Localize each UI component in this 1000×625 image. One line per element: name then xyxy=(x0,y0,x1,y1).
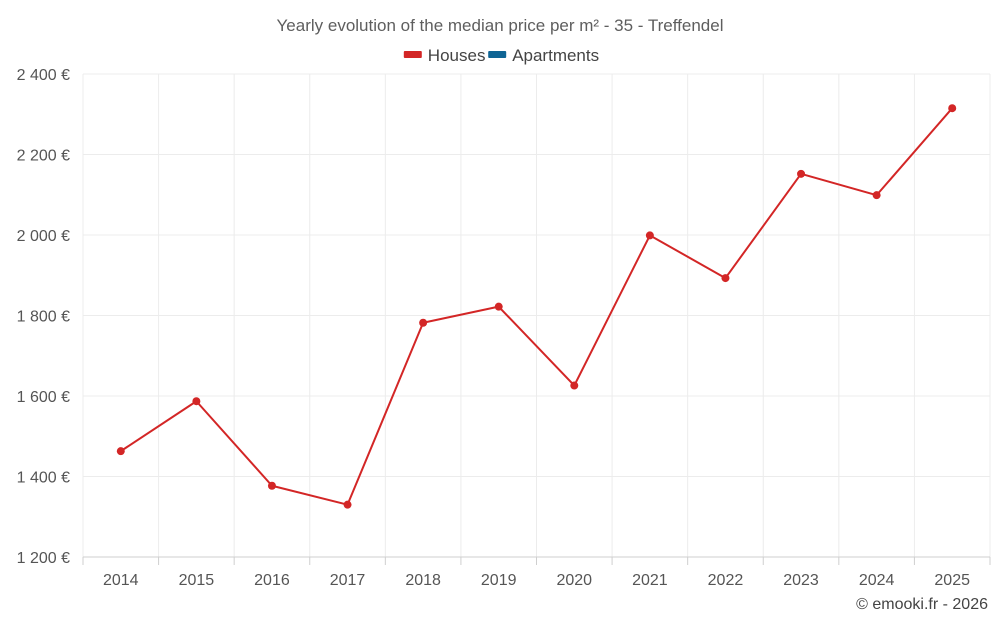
y-tick-label: 1 800 € xyxy=(17,309,70,326)
legend-label: Apartments xyxy=(512,46,599,65)
x-tick-label: 2021 xyxy=(632,572,668,589)
x-tick-label: 2024 xyxy=(859,572,895,589)
y-tick-label: 2 000 € xyxy=(17,228,70,245)
legend-item-apartments[interactable]: Apartments xyxy=(488,46,599,65)
x-axis: 2014 2015 2016 2017 2018 2019 2020 2021 2022 2023… xyxy=(82,556,991,589)
x-tick-label: 2014 xyxy=(103,572,139,589)
y-axis: 1 200 € 1 400 € 1 600 € 1 800 € 2 000 € 2 200… xyxy=(17,67,70,567)
x-tick-label: 2025 xyxy=(934,572,970,589)
data-point-houses-2024[interactable] xyxy=(872,191,881,200)
grid xyxy=(82,73,991,557)
data-point-houses-2020[interactable] xyxy=(570,381,579,390)
y-tick-label: 2 200 € xyxy=(17,148,70,165)
chart-title: Yearly evolution of the median price per… xyxy=(277,16,724,35)
y-tick-label: 1 600 € xyxy=(17,389,70,406)
data-point-houses-2017[interactable] xyxy=(343,500,352,509)
x-tick-label: 2020 xyxy=(556,572,592,589)
data-point-houses-2021[interactable] xyxy=(645,231,654,240)
legend: Houses Apartments xyxy=(403,46,599,65)
data-point-houses-2015[interactable] xyxy=(192,397,201,406)
x-tick-label: 2019 xyxy=(481,572,517,589)
series-line-houses xyxy=(120,107,953,506)
x-tick-label: 2017 xyxy=(330,572,366,589)
data-point-houses-2018[interactable] xyxy=(419,318,428,327)
data-point-houses-2025[interactable] xyxy=(948,104,957,113)
credit: © emooki.fr - 2026 xyxy=(856,596,988,613)
y-tick-label: 1 400 € xyxy=(17,470,70,487)
data-point-houses-2022[interactable] xyxy=(721,274,730,283)
y-tick-label: 1 200 € xyxy=(17,550,70,567)
legend-label: Houses xyxy=(428,46,486,65)
data-point-houses-2014[interactable] xyxy=(116,447,125,456)
x-tick-label: 2022 xyxy=(708,572,744,589)
legend-item-houses[interactable]: Houses xyxy=(403,46,486,65)
data-point-houses-2023[interactable] xyxy=(797,169,806,178)
y-tick-label: 2 400 € xyxy=(17,67,70,84)
x-tick-label: 2016 xyxy=(254,572,290,589)
x-tick-label: 2023 xyxy=(783,572,819,589)
x-tick-label: 2015 xyxy=(179,572,215,589)
x-tick-label: 2018 xyxy=(405,572,441,589)
series-layer xyxy=(116,104,957,509)
data-point-houses-2019[interactable] xyxy=(494,302,503,311)
data-point-houses-2016[interactable] xyxy=(267,481,276,490)
legend-swatch xyxy=(403,51,422,58)
legend-swatch xyxy=(488,51,507,58)
